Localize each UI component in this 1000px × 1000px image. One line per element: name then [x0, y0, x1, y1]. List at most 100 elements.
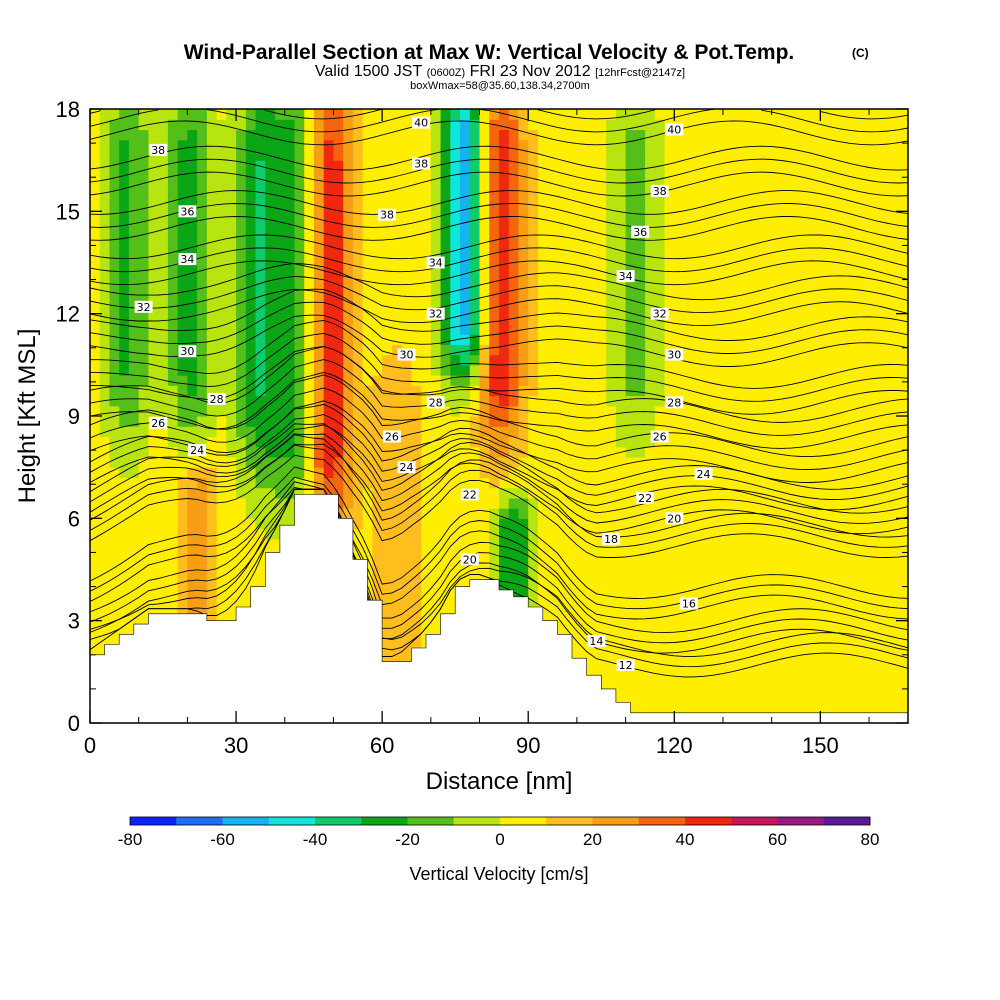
velocity-cell: [732, 313, 744, 325]
velocity-cell: [791, 242, 802, 253]
velocity-cell: [499, 497, 510, 509]
velocity-cell: [791, 334, 802, 345]
velocity-cell: [226, 334, 237, 345]
velocity-cell: [771, 190, 783, 202]
velocity-cell: [391, 589, 403, 601]
velocity-cell: [226, 518, 237, 530]
velocity-cell: [830, 190, 841, 202]
velocity-cell: [401, 211, 412, 223]
velocity-cell: [537, 497, 549, 509]
velocity-cell: [615, 119, 627, 131]
velocity-cell: [187, 119, 198, 131]
velocity-cell: [791, 231, 802, 243]
velocity-cell: [849, 170, 860, 182]
velocity-cell: [625, 436, 636, 448]
velocity-cell: [869, 671, 880, 683]
velocity-cell: [528, 538, 539, 550]
velocity-cell: [596, 354, 607, 366]
velocity-cell: [528, 354, 539, 366]
velocity-cell: [722, 272, 734, 284]
velocity-cell: [489, 416, 500, 427]
velocity-cell: [576, 610, 588, 622]
velocity-cell: [849, 272, 860, 284]
velocity-cell: [245, 160, 257, 171]
velocity-cell: [654, 375, 666, 386]
velocity-cell: [109, 231, 120, 243]
velocity-cell: [781, 559, 792, 571]
velocity-cell: [508, 426, 520, 438]
velocity-cell: [216, 160, 227, 171]
velocity-cell: [187, 426, 198, 438]
velocity-cell: [216, 272, 227, 284]
velocity-cell: [606, 456, 617, 468]
velocity-cell: [722, 201, 734, 212]
velocity-cell: [752, 692, 763, 704]
velocity-cell: [275, 385, 286, 397]
velocity-cell: [216, 293, 227, 305]
velocity-cell: [508, 293, 520, 305]
velocity-cell: [119, 313, 130, 325]
velocity-cell: [401, 149, 412, 161]
velocity-cell: [888, 579, 899, 591]
velocity-cell: [645, 508, 656, 519]
velocity-cell: [313, 436, 325, 448]
velocity-cell: [499, 426, 510, 438]
velocity-cell: [216, 149, 227, 161]
velocity-cell: [606, 323, 617, 335]
velocity-cell: [674, 201, 685, 212]
velocity-cell: [684, 508, 695, 519]
velocity-cell: [352, 436, 364, 448]
velocity-cell: [645, 119, 656, 131]
velocity-cell: [742, 119, 753, 131]
velocity-cell: [158, 221, 169, 233]
velocity-cell: [372, 467, 383, 478]
velocity-cell: [606, 129, 617, 141]
velocity-cell: [421, 375, 432, 386]
velocity-cell: [372, 139, 383, 151]
velocity-cell: [693, 221, 705, 233]
velocity-cell: [343, 334, 354, 345]
velocity-cell: [460, 303, 471, 315]
velocity-cell: [119, 436, 130, 448]
velocity-cell: [148, 129, 159, 141]
velocity-cell: [411, 293, 422, 305]
velocity-cell: [888, 477, 899, 489]
velocity-cell: [391, 467, 403, 478]
velocity-cell: [596, 313, 607, 325]
velocity-cell: [284, 405, 296, 417]
velocity-cell: [791, 375, 802, 386]
velocity-cell: [781, 160, 792, 171]
velocity-cell: [674, 323, 685, 335]
velocity-cell: [576, 334, 588, 345]
velocity-cell: [567, 211, 578, 223]
velocity-cell: [421, 190, 432, 202]
velocity-cell: [781, 446, 792, 458]
velocity-cell: [265, 446, 276, 458]
velocity-cell: [771, 426, 783, 438]
velocity-cell: [771, 405, 783, 417]
velocity-cell: [567, 231, 578, 243]
velocity-cell: [469, 282, 481, 294]
velocity-cell: [187, 508, 198, 519]
velocity-cell: [119, 508, 130, 519]
velocity-cell: [537, 334, 549, 345]
velocity-cell: [518, 559, 529, 571]
velocity-cell: [99, 589, 111, 601]
velocity-cell: [791, 610, 802, 622]
velocity-cell: [830, 436, 841, 448]
velocity-cell: [859, 456, 870, 468]
velocity-cell: [869, 477, 880, 489]
velocity-cell: [138, 201, 150, 212]
velocity-cell: [606, 211, 617, 223]
velocity-cell: [625, 405, 636, 417]
velocity-cell: [557, 344, 568, 356]
velocity-cell: [265, 436, 276, 448]
velocity-cell: [888, 661, 899, 673]
velocity-cell: [265, 497, 276, 509]
velocity-cell: [693, 293, 705, 305]
velocity-cell: [352, 149, 364, 161]
velocity-cell: [460, 323, 471, 335]
velocity-cell: [839, 416, 851, 427]
velocity-cell: [878, 692, 890, 704]
velocity-cell: [576, 252, 588, 264]
